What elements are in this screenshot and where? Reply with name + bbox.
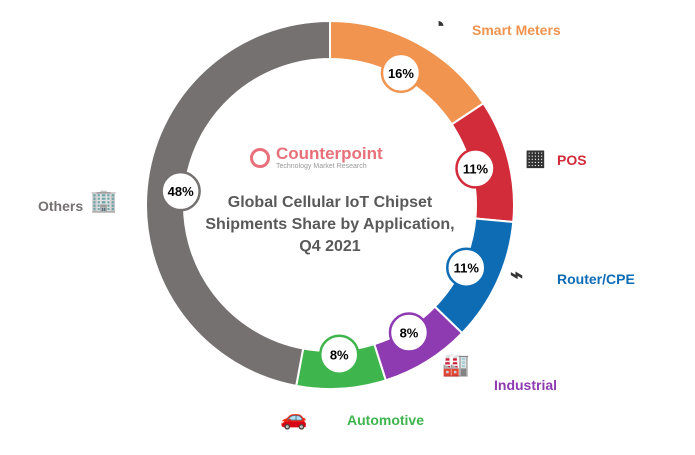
data-label-badge: [388, 312, 430, 353]
router-icon: ⌁: [510, 262, 524, 287]
data-label: 48%: [168, 184, 194, 199]
donut-slice-others: [145, 19, 331, 388]
data-label: 8%: [400, 326, 419, 341]
data-label-badge: [446, 247, 487, 288]
counterpoint-logo: Counterpoint Technology Market Research: [250, 145, 383, 170]
factory-icon: 🏭: [442, 352, 470, 377]
gauge-meter-icon: ◔: [432, 12, 446, 37]
data-label-badge: [318, 334, 360, 375]
data-label: 11%: [463, 161, 489, 176]
data-label-badge: [380, 52, 422, 94]
logo-name: Counterpoint: [276, 144, 383, 163]
pos-terminal-icon: ▦: [525, 145, 546, 170]
car-icon: 🚗: [280, 405, 308, 430]
category-label: POS: [557, 152, 587, 168]
category-label: Automotive: [347, 412, 424, 428]
data-label: 8%: [330, 348, 349, 363]
data-label-badge: [160, 170, 201, 212]
category-label: Smart Meters: [472, 22, 561, 38]
category-label: Industrial: [494, 377, 558, 393]
category-label: Others: [38, 198, 84, 214]
building-people-icon: 🏢: [90, 188, 118, 213]
category-label: Router/CPE: [557, 271, 635, 287]
logo-mark-icon: [250, 147, 270, 168]
data-label-badge: [455, 148, 496, 189]
data-label: 16%: [388, 66, 414, 81]
logo-tagline: Technology Market Research: [276, 163, 367, 170]
data-label: 11%: [454, 261, 480, 276]
chart-title: Global Cellular IoT Chipset Shipments Sh…: [205, 194, 455, 255]
